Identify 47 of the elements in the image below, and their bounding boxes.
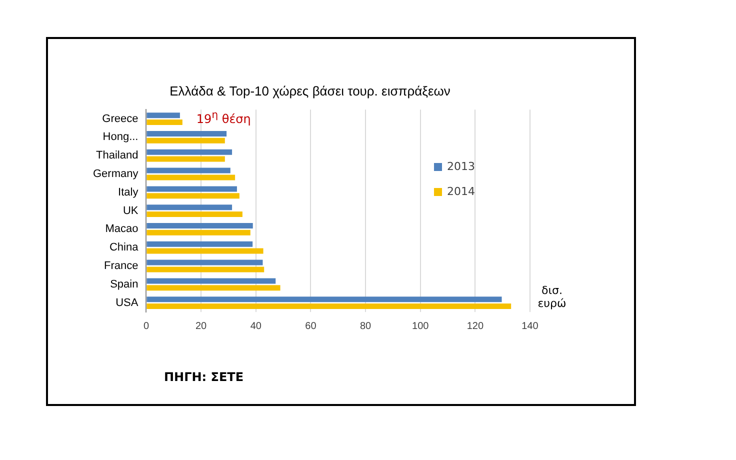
bar — [146, 230, 250, 236]
bar — [146, 193, 240, 199]
x-tick-label: 140 — [522, 320, 539, 332]
bar — [146, 296, 502, 302]
bar — [146, 266, 264, 272]
bar — [146, 222, 253, 229]
x-tick-label: 100 — [412, 320, 430, 332]
bar — [146, 248, 264, 254]
y-tick-label: Greece — [102, 112, 138, 125]
bar — [146, 138, 225, 144]
x-tick-label: 60 — [305, 320, 317, 332]
x-tick-label: 80 — [360, 320, 372, 332]
bar — [146, 186, 237, 192]
legend-label: 2014 — [447, 185, 476, 198]
bar — [146, 285, 280, 291]
x-tick-label: 20 — [195, 320, 208, 332]
x-tick-label: 40 — [250, 320, 262, 332]
bar — [146, 119, 182, 126]
bar — [146, 149, 232, 155]
y-tick-label: Italy — [118, 186, 139, 198]
text: ΠΗΓΗ: ΣΕΤΕ — [164, 370, 244, 384]
chart-title: Ελλάδα & Top-10 χώρες βάσει τουρ. εισπράξεων — [170, 83, 450, 98]
bar — [146, 303, 512, 310]
y-tick-label: USA — [116, 296, 139, 309]
bar — [146, 204, 232, 210]
x-tick-label: 120 — [466, 320, 484, 332]
y-tick-label: France — [104, 260, 138, 272]
y-tick-label: Thailand — [96, 150, 138, 162]
bar — [146, 156, 225, 162]
bar — [146, 278, 276, 284]
x-axis-title: δισ. ευρώ — [536, 284, 568, 310]
y-tick-label: Spain — [110, 278, 138, 290]
y-tick-label: Germany — [92, 168, 139, 180]
bar — [146, 168, 230, 174]
bar — [146, 112, 180, 118]
x-tick-label: 0 — [143, 320, 150, 332]
legend-label: 2013 — [447, 160, 476, 174]
y-tick-label: Hong... — [102, 131, 138, 144]
annotation: 19$^{η}$ θέση — [196, 110, 251, 126]
bar — [146, 241, 253, 247]
bar — [146, 130, 227, 137]
bar — [146, 174, 236, 180]
bar — [146, 260, 263, 266]
y-tick-label: Macao — [105, 223, 138, 236]
y-tick-label: China — [109, 242, 140, 254]
y-tick-label: UK — [122, 204, 139, 217]
bar — [146, 211, 242, 218]
